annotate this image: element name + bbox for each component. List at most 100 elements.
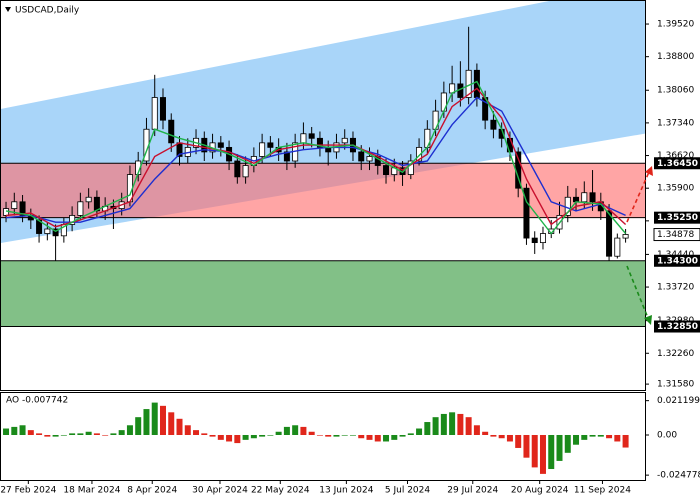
osc-bar — [300, 426, 307, 435]
osc-y-tick-label: 0.021199 — [657, 396, 700, 406]
osc-bar — [573, 434, 580, 445]
osc-bar — [93, 433, 100, 435]
osc-bar — [548, 434, 555, 470]
candle-body — [283, 151, 290, 162]
osc-bar — [283, 426, 290, 435]
y-tick-label: 1.38060 — [657, 86, 694, 96]
price-frame — [0, 0, 646, 391]
level-label-box — [654, 211, 700, 224]
osc-bar — [432, 417, 439, 435]
candle-body — [407, 160, 414, 175]
osc-bar — [366, 434, 373, 440]
osc-bar — [135, 417, 142, 435]
osc-bar — [201, 433, 208, 435]
osc-bar — [407, 433, 414, 435]
osc-y-tick-label: 0.00 — [657, 430, 677, 440]
osc-bar — [27, 430, 34, 435]
x-tick-label: 20 Aug 2024 — [511, 486, 569, 496]
osc-bar — [110, 433, 117, 435]
y-tick-label: 1.39520 — [657, 20, 694, 30]
down-arrowhead — [644, 315, 652, 325]
osc-bar — [539, 434, 546, 474]
candle-body — [366, 156, 373, 162]
osc-bar — [226, 434, 233, 442]
osc-bar — [60, 434, 67, 436]
candle-body — [539, 233, 546, 244]
candle-body — [416, 146, 423, 162]
osc-bar — [275, 431, 282, 435]
candle-body — [531, 237, 538, 244]
osc-bar — [3, 428, 10, 435]
osc-y-tick-label: -0.024778 — [657, 471, 700, 481]
osc-bar — [440, 413, 447, 435]
zone — [0, 260, 645, 327]
osc-bar — [184, 425, 191, 435]
osc-bar — [358, 434, 365, 439]
osc-bar — [77, 433, 84, 435]
y-tick-label: 1.33720 — [657, 283, 694, 293]
candle-body — [3, 208, 10, 216]
candle-body — [316, 137, 323, 148]
osc-bar — [316, 434, 323, 436]
osc-bar — [399, 434, 406, 437]
y-tick-label: 1.35900 — [657, 184, 694, 194]
osc-bar — [424, 422, 431, 435]
candle-body — [159, 97, 166, 121]
osc-bar — [193, 430, 200, 435]
candle-body — [523, 187, 530, 239]
osc-bar — [564, 434, 571, 453]
osc-bar — [292, 425, 299, 435]
osc-bar — [85, 431, 92, 435]
candle-body — [300, 133, 307, 144]
candle-body — [242, 165, 249, 178]
level-label: 1.32850 — [657, 322, 698, 332]
candle-body — [490, 119, 497, 130]
candle-body — [77, 201, 84, 216]
osc-bar — [69, 433, 76, 435]
osc-bar — [391, 434, 398, 440]
moving-average — [5, 80, 627, 235]
candle-body — [259, 142, 266, 157]
down-arrow — [626, 265, 649, 319]
osc-bar — [341, 434, 348, 436]
osc-bar — [506, 434, 513, 442]
osc-bar — [151, 402, 158, 435]
level-label: 1.36450 — [657, 159, 698, 169]
osc-bar — [606, 434, 613, 439]
osc-bar — [52, 434, 59, 437]
chart-title: USDCAD,Daily — [15, 6, 80, 16]
osc-bar — [614, 434, 621, 442]
x-tick-label: 22 May 2024 — [251, 486, 310, 496]
osc-bar — [597, 434, 604, 437]
candle-body — [581, 192, 588, 203]
up-arrowhead — [645, 166, 653, 176]
osc-bar — [242, 434, 249, 440]
osc-bar — [168, 412, 175, 435]
price-panel — [0, 0, 645, 328]
candle-body — [217, 142, 224, 148]
oscillator-panel — [3, 402, 629, 474]
level-label-box — [654, 254, 700, 267]
candle-body — [69, 215, 76, 225]
osc-bar — [118, 430, 125, 435]
osc-bar — [259, 434, 266, 437]
osc-bar — [449, 412, 456, 435]
candle-body — [341, 137, 348, 144]
osc-bar — [490, 434, 497, 437]
candle-body — [622, 234, 629, 239]
menu-triangle[interactable] — [5, 7, 11, 12]
osc-bar — [209, 434, 216, 437]
osc-bar — [176, 418, 183, 435]
osc-bar — [267, 434, 274, 436]
osc-bar — [44, 434, 51, 437]
osc-bar — [126, 425, 133, 435]
candle-body — [358, 151, 365, 162]
osc-bar — [383, 434, 390, 442]
level-label-box — [654, 320, 700, 333]
osc-bar — [11, 426, 18, 435]
y-tick-label: 1.31580 — [657, 380, 694, 390]
osc-bar — [102, 434, 109, 436]
osc-bar — [416, 428, 423, 435]
osc-bar — [465, 417, 472, 435]
